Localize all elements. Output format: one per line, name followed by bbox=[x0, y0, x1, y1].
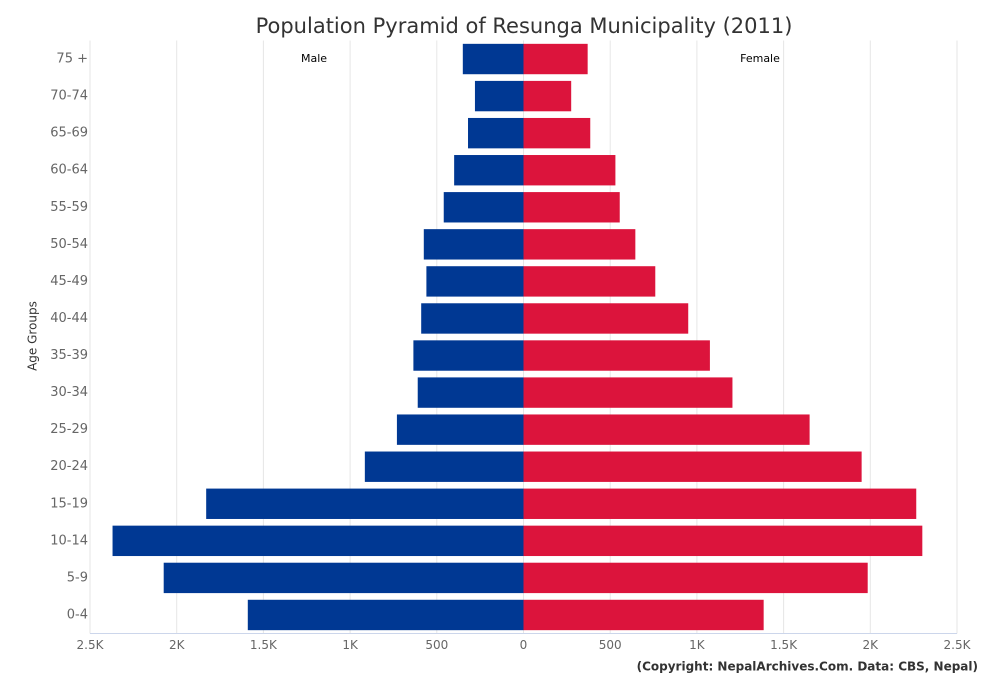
series-label: Female bbox=[740, 52, 780, 65]
x-tick-label: 2.5K bbox=[944, 638, 972, 652]
bar bbox=[474, 80, 524, 112]
bar bbox=[423, 229, 524, 260]
bar bbox=[523, 266, 656, 297]
y-tick-label: 70-74 bbox=[50, 89, 88, 104]
y-tick-label: 0-4 bbox=[67, 607, 88, 622]
x-tick-label: 1K bbox=[342, 638, 359, 652]
x-tick-label: 1.5K bbox=[250, 638, 278, 652]
y-tick-label: 5-9 bbox=[67, 570, 88, 585]
bar bbox=[523, 80, 572, 112]
y-tick-label: 45-49 bbox=[50, 274, 88, 289]
bar bbox=[426, 266, 524, 297]
bar bbox=[523, 599, 764, 631]
bar bbox=[523, 414, 810, 445]
bar bbox=[523, 117, 591, 149]
chart-title: Population Pyramid of Resunga Municipali… bbox=[256, 14, 793, 38]
bar bbox=[443, 192, 524, 223]
x-tick-label: 0 bbox=[520, 638, 528, 652]
bar bbox=[417, 377, 524, 408]
y-tick-label: 65-69 bbox=[50, 126, 88, 141]
bar bbox=[206, 488, 524, 519]
x-tick-label: 1K bbox=[689, 638, 706, 652]
y-tick-label: 40-44 bbox=[50, 311, 88, 326]
bar bbox=[396, 414, 524, 445]
y-tick-label: 55-59 bbox=[50, 200, 88, 215]
credit: (Copyright: NepalArchives.Com. Data: CBS… bbox=[637, 660, 978, 674]
bar bbox=[247, 599, 524, 631]
x-tick-label: 2K bbox=[169, 638, 186, 652]
bar bbox=[523, 340, 710, 371]
x-tick-label: 500 bbox=[425, 638, 448, 652]
y-tick-label: 75 + bbox=[56, 52, 88, 67]
bar bbox=[468, 117, 524, 149]
bar bbox=[523, 192, 620, 223]
bar bbox=[523, 562, 868, 594]
y-tick-label: 25-29 bbox=[50, 422, 88, 437]
y-tick-label: 30-34 bbox=[50, 385, 88, 400]
y-tick-label: 20-24 bbox=[50, 459, 88, 474]
x-tick-label: 500 bbox=[599, 638, 622, 652]
bar bbox=[364, 451, 524, 482]
y-tick-label: 15-19 bbox=[50, 496, 88, 511]
bar bbox=[523, 488, 917, 519]
bar bbox=[454, 155, 524, 186]
bar bbox=[523, 155, 616, 186]
bar bbox=[523, 377, 733, 408]
bar bbox=[523, 229, 636, 260]
y-tick-label: 10-14 bbox=[50, 533, 88, 548]
bar bbox=[112, 525, 524, 557]
bar bbox=[163, 562, 524, 594]
series-label: Male bbox=[301, 52, 327, 65]
bar bbox=[523, 451, 862, 482]
x-tick-label: 2K bbox=[863, 638, 880, 652]
bar bbox=[421, 303, 524, 334]
y-axis-title: Age Groups bbox=[26, 301, 40, 371]
bar bbox=[462, 43, 524, 75]
x-tick-label: 1.5K bbox=[770, 638, 798, 652]
bar bbox=[523, 43, 588, 75]
bar bbox=[523, 525, 923, 557]
y-tick-label: 60-64 bbox=[50, 163, 88, 178]
bar bbox=[523, 303, 689, 334]
x-tick-label: 2.5K bbox=[77, 638, 105, 652]
y-tick-label: 50-54 bbox=[50, 237, 88, 252]
y-tick-label: 35-39 bbox=[50, 348, 88, 363]
bar bbox=[413, 340, 524, 371]
